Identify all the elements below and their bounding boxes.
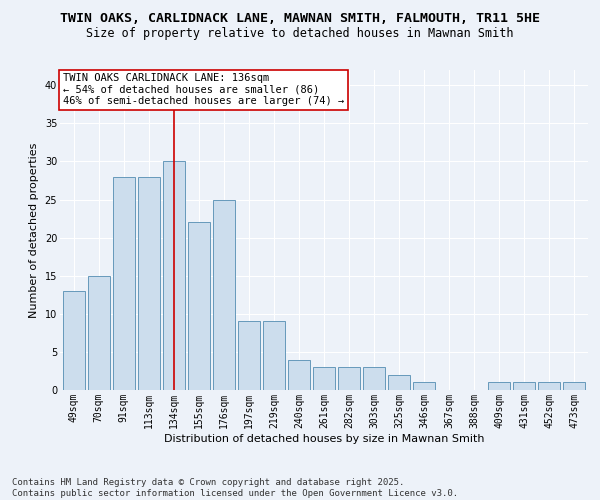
- X-axis label: Distribution of detached houses by size in Mawnan Smith: Distribution of detached houses by size …: [164, 434, 484, 444]
- Bar: [413, 382, 436, 390]
- Bar: [538, 382, 560, 390]
- Text: Contains HM Land Registry data © Crown copyright and database right 2025.
Contai: Contains HM Land Registry data © Crown c…: [12, 478, 458, 498]
- Bar: [263, 322, 285, 390]
- Y-axis label: Number of detached properties: Number of detached properties: [29, 142, 39, 318]
- Bar: [288, 360, 310, 390]
- Bar: [88, 276, 110, 390]
- Bar: [62, 291, 85, 390]
- Bar: [313, 367, 335, 390]
- Bar: [338, 367, 360, 390]
- Text: TWIN OAKS CARLIDNACK LANE: 136sqm
← 54% of detached houses are smaller (86)
46% : TWIN OAKS CARLIDNACK LANE: 136sqm ← 54% …: [62, 73, 344, 106]
- Bar: [188, 222, 210, 390]
- Bar: [113, 176, 135, 390]
- Bar: [363, 367, 385, 390]
- Bar: [137, 176, 160, 390]
- Bar: [163, 162, 185, 390]
- Bar: [212, 200, 235, 390]
- Bar: [388, 375, 410, 390]
- Text: TWIN OAKS, CARLIDNACK LANE, MAWNAN SMITH, FALMOUTH, TR11 5HE: TWIN OAKS, CARLIDNACK LANE, MAWNAN SMITH…: [60, 12, 540, 26]
- Text: Size of property relative to detached houses in Mawnan Smith: Size of property relative to detached ho…: [86, 28, 514, 40]
- Bar: [238, 322, 260, 390]
- Bar: [488, 382, 511, 390]
- Bar: [513, 382, 535, 390]
- Bar: [563, 382, 586, 390]
